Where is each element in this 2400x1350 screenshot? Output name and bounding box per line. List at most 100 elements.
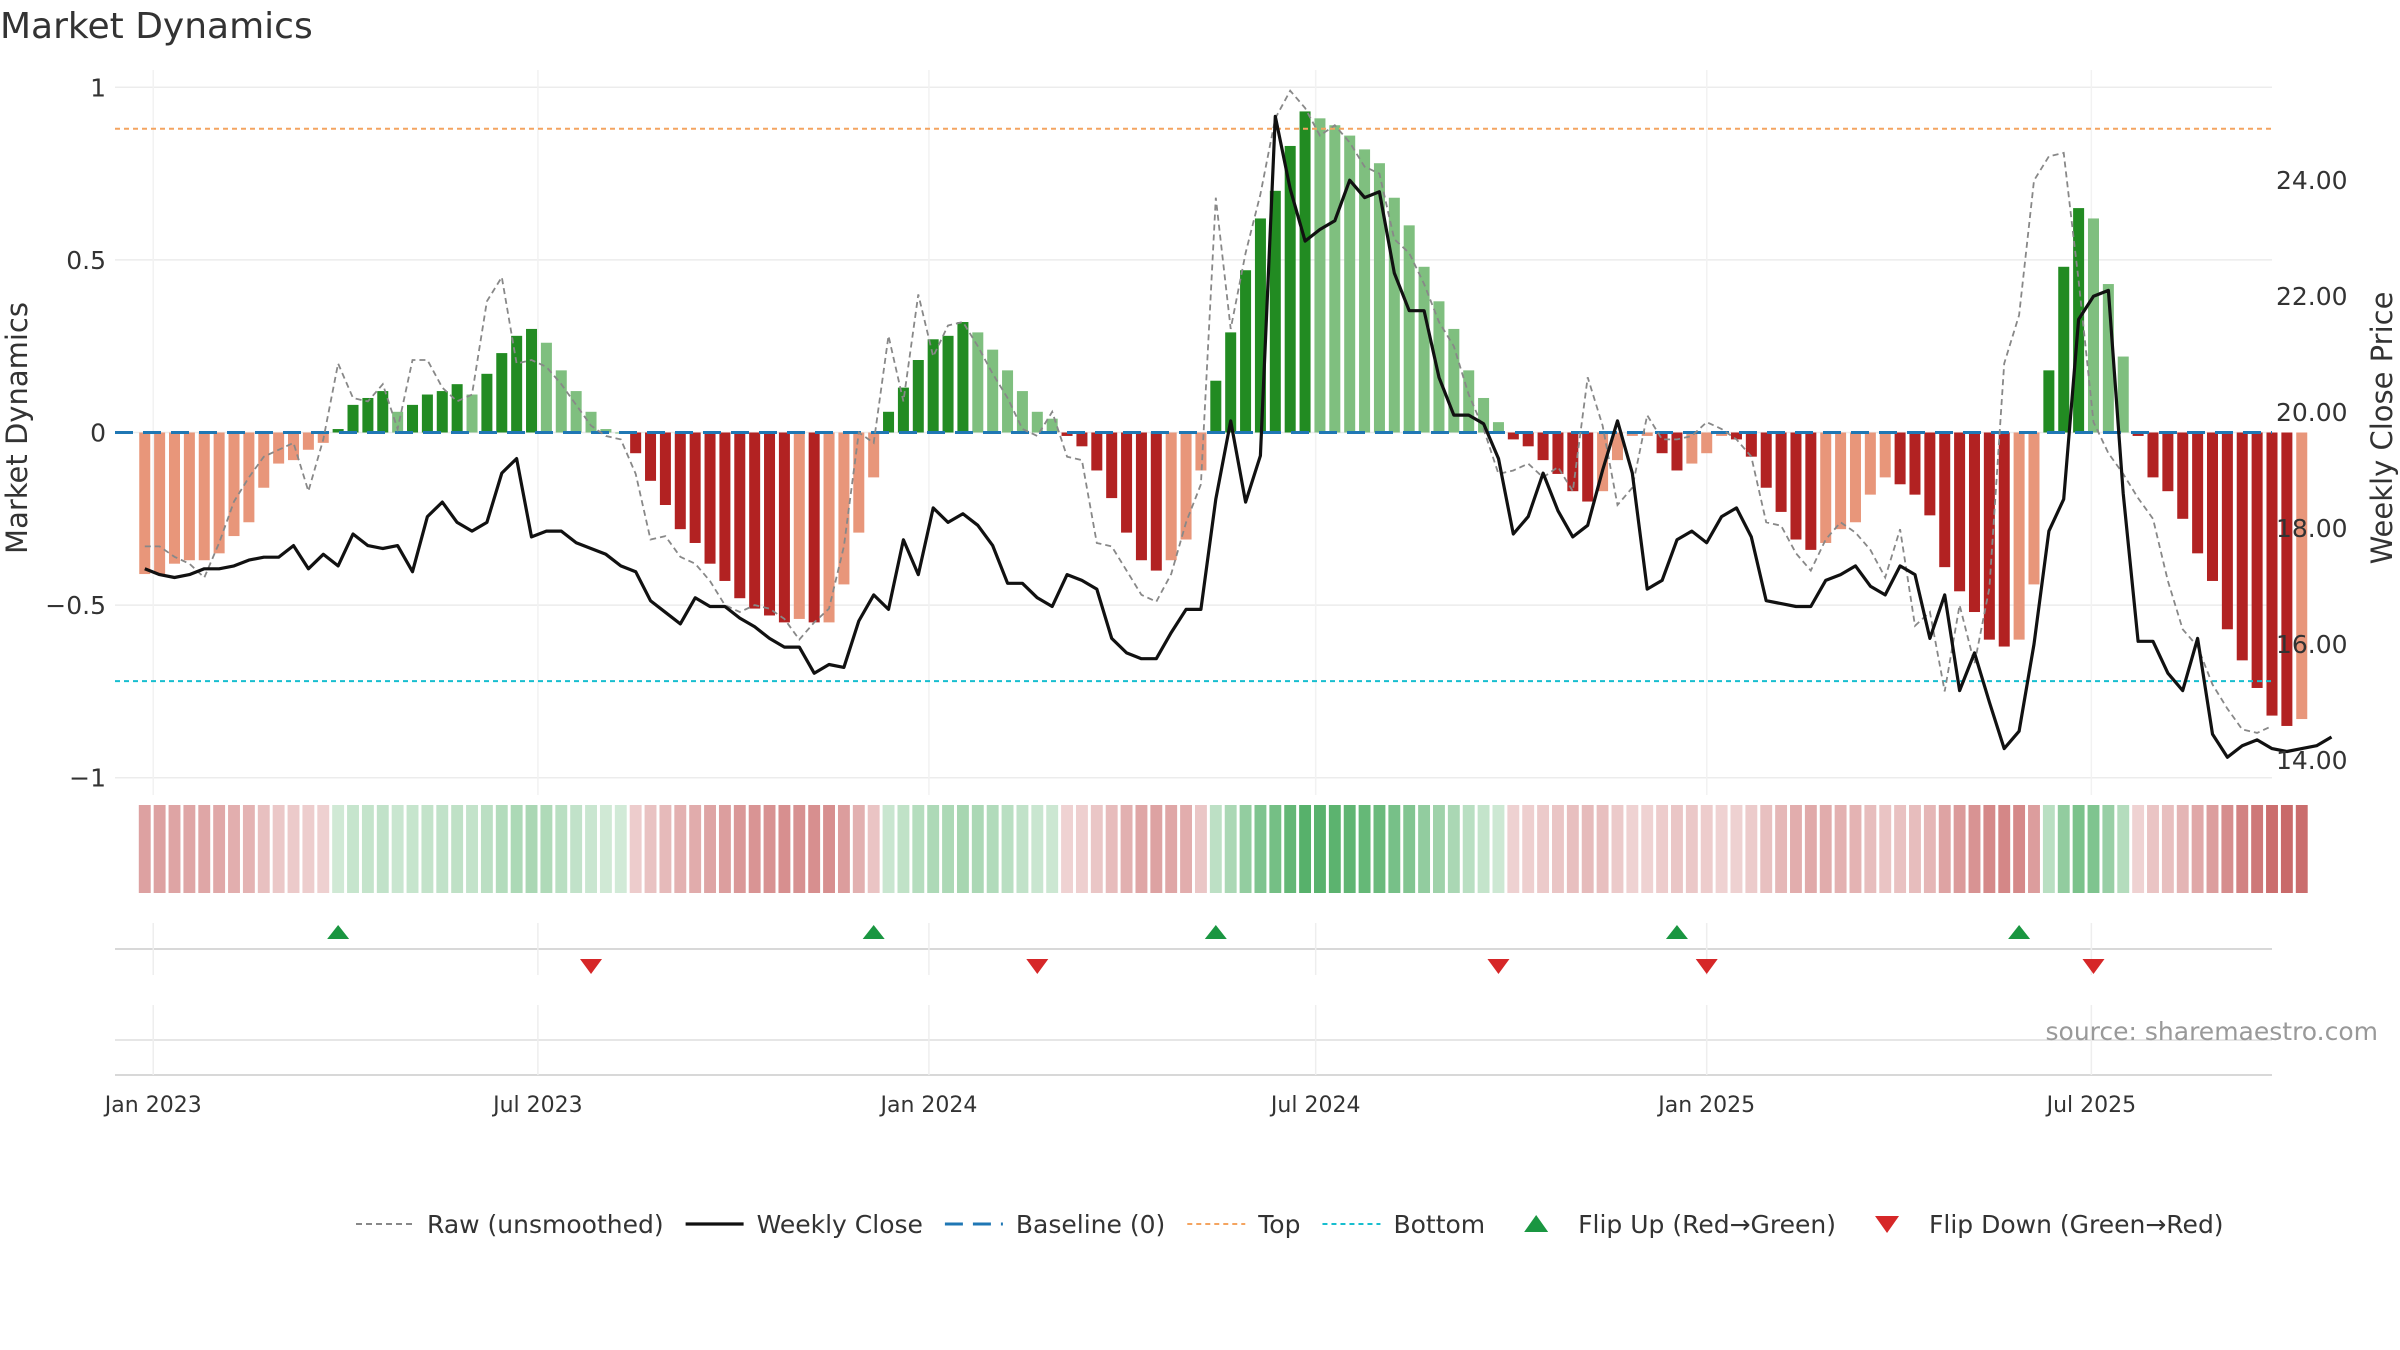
right-tick-label: 16.00 (2276, 630, 2348, 659)
regime-cell (1790, 805, 1802, 893)
regime-cell (1760, 805, 1773, 893)
legend: Raw (unsmoothed) Weekly Close Baseline (0)… (356, 1210, 2224, 1239)
regime-cell (555, 805, 568, 893)
dynamics-bar (1329, 125, 1341, 433)
dynamics-bar (853, 432, 865, 533)
regime-strip (138, 805, 2308, 893)
dynamics-bar (1046, 418, 1058, 433)
regime-cell (1343, 805, 1356, 893)
regime-cell (1596, 805, 1609, 893)
dynamics-bar (2013, 432, 2025, 640)
dynamics-bar (481, 373, 493, 433)
regime-cell (228, 805, 240, 893)
regime-cell (1879, 805, 1892, 893)
dynamics-bar (942, 335, 954, 433)
x-tick-label: Jan 2023 (103, 1093, 202, 1118)
regime-cell (1685, 805, 1698, 893)
regime-cell (1537, 805, 1550, 893)
regime-cell (332, 805, 345, 893)
regime-cell (1477, 805, 1490, 893)
regime-cell (198, 805, 211, 893)
right-axis: 14.00 16.00 18.00 20.00 22.00 24.00 (2276, 166, 2348, 775)
regime-cell (1730, 805, 1743, 893)
dynamics-bar (1507, 432, 1519, 440)
regime-cell (1507, 805, 1520, 893)
dynamics-bar (421, 394, 433, 433)
regime-cell (1671, 805, 1683, 893)
dynamics-bar (1091, 432, 1103, 471)
legend-item: Bottom (1322, 1210, 1485, 1239)
regime-cell (793, 805, 806, 893)
dynamics-bar (1820, 432, 1832, 543)
dynamics-bar (2251, 432, 2263, 688)
legend-item: Weekly Close (685, 1210, 923, 1239)
regime-cell (2280, 805, 2293, 893)
regime-cell (1745, 805, 1758, 893)
regime-cell (2117, 805, 2130, 893)
dynamics-bar (1716, 432, 1728, 436)
regime-cell (1254, 805, 1267, 893)
regime-cell (2087, 805, 2100, 893)
source-note: source: sharemaestro.com (2046, 1017, 2379, 1046)
dynamics-bar (987, 349, 999, 433)
flip-up-marker (1665, 925, 1688, 939)
regime-cell (1105, 805, 1118, 893)
regime-cell (1849, 805, 1862, 893)
regime-cell (2251, 805, 2264, 893)
regime-cell (1998, 805, 2011, 893)
regime-cell (942, 805, 954, 893)
regime-cell (376, 805, 389, 893)
regime-cell (1715, 805, 1728, 893)
dynamics-bar (1284, 145, 1296, 433)
dynamics-bar (228, 432, 240, 537)
regime-cell (1983, 805, 1996, 893)
regime-cell (287, 805, 300, 893)
dynamics-bar (1373, 163, 1385, 433)
dynamics-bar (392, 411, 404, 433)
dynamics-bar (1299, 111, 1311, 433)
regime-cell (882, 805, 895, 893)
regime-cell (257, 805, 270, 893)
regime-cell (1090, 805, 1103, 893)
x-tick-label: Jan 2025 (1656, 1093, 1755, 1118)
regime-cell (138, 805, 151, 893)
regime-cell (1775, 805, 1788, 893)
dynamics-bar (2296, 432, 2308, 720)
chart-title: Market Dynamics (0, 6, 313, 47)
dynamics-bar (540, 342, 552, 433)
dynamics-bar (2192, 432, 2204, 554)
dynamics-bar (436, 391, 448, 433)
regime-cell (629, 805, 642, 893)
raw-series-line (144, 89, 2273, 734)
dynamics-bar (1626, 432, 1638, 436)
regime-cell (1061, 805, 1074, 893)
regime-cell (1120, 805, 1133, 893)
regime-cell (317, 805, 330, 893)
regime-cell (2206, 805, 2219, 893)
dynamics-bar (808, 432, 820, 623)
regime-cell (391, 805, 404, 893)
flip-up-marker (1204, 925, 1227, 939)
dynamics-bar (838, 432, 850, 585)
regime-cell (1566, 805, 1579, 893)
regime-cell (1611, 805, 1624, 893)
regime-cell (1180, 805, 1193, 893)
regime-cell (659, 805, 672, 893)
flip-down-marker (2082, 959, 2105, 974)
dynamics-bar (168, 432, 181, 564)
dynamics-bar (2162, 432, 2174, 492)
dynamics-bar (1909, 432, 1921, 495)
dynamics-bar (927, 339, 939, 433)
dynamics-bar (1031, 411, 1043, 433)
regime-cell (1968, 805, 1981, 893)
regime-cell (2028, 805, 2040, 893)
regime-cell (1864, 805, 1877, 893)
x-tick-label: Jul 2023 (491, 1093, 583, 1118)
dynamics-bar (704, 432, 716, 564)
flip-down-marker (1026, 959, 1049, 974)
right-tick-label: 24.00 (2276, 166, 2348, 195)
regime-cell (808, 805, 821, 893)
dynamics-bar (585, 411, 597, 433)
dynamics-bar (466, 394, 478, 433)
